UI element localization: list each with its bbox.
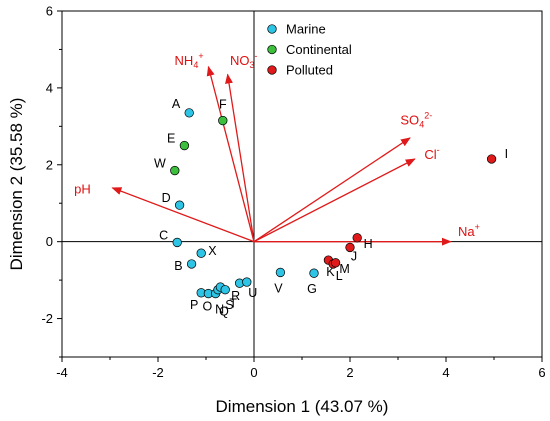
point-T — [220, 285, 230, 295]
vector-arrow — [206, 65, 255, 242]
legend-label: Polluted — [286, 63, 333, 78]
point-label-G: G — [307, 282, 317, 296]
x-tick-label: 6 — [538, 365, 545, 380]
point-label-S: S — [225, 298, 233, 312]
point-V — [275, 267, 286, 278]
point-label-Q: Q — [219, 305, 229, 319]
point-label-W: W — [154, 157, 166, 171]
vector-arrow — [225, 73, 255, 242]
x-tick-label: 4 — [442, 365, 449, 380]
point-H — [352, 233, 362, 243]
point-label-K: K — [326, 265, 335, 279]
point-C — [172, 237, 182, 248]
vector-arrow — [111, 187, 255, 243]
point-label-P: P — [190, 298, 198, 312]
point-label-O: O — [203, 300, 213, 314]
vector-label: NO3- — [230, 51, 258, 70]
vector-label: Na+ — [458, 222, 480, 239]
point-label-V: V — [274, 281, 283, 295]
point-A — [184, 108, 194, 118]
point-label-I: I — [505, 147, 508, 161]
point-label-D: D — [162, 191, 171, 205]
vector-label: NH4+ — [175, 51, 204, 70]
x-tick-label: -4 — [56, 365, 68, 380]
y-tick-label: -2 — [41, 311, 53, 326]
point-label-U: U — [248, 286, 257, 300]
y-tick-label: 4 — [46, 80, 53, 95]
legend: Marine Continental Polluted — [267, 22, 352, 78]
point-label-B: B — [174, 259, 182, 273]
x-axis-title: Dimension 1 (43.07 %) — [216, 397, 389, 416]
point-X — [196, 248, 206, 258]
x-tick-label: 0 — [250, 365, 257, 380]
point-F — [218, 115, 228, 126]
point-label-F: F — [219, 98, 227, 112]
loading-vectors: NH4+ NO3- SO42- Cl-pH Na+ — [74, 51, 480, 246]
y-tick-label: 2 — [46, 157, 53, 172]
vector-arrow — [253, 158, 416, 243]
legend-marker — [267, 44, 277, 55]
point-label-C: C — [159, 228, 168, 242]
point-W — [170, 165, 180, 176]
vector-label: Cl- — [424, 145, 439, 162]
point-label-T: T — [229, 297, 237, 311]
y-axis-title: Dimension 2 (35.58 %) — [7, 98, 26, 271]
point-M — [330, 258, 341, 268]
point-I — [486, 154, 497, 164]
point-label-E: E — [167, 132, 175, 146]
point-J — [345, 242, 355, 253]
point-label-L: L — [336, 269, 343, 283]
legend-marker — [267, 65, 277, 75]
axis-ticks: -4 -2 0 2 4 6 -2 0 2 4 6 — [41, 4, 545, 381]
point-label-X: X — [208, 244, 217, 258]
point-D — [174, 200, 185, 210]
x-tick-label: 2 — [346, 365, 353, 380]
point-B — [186, 259, 197, 269]
point-label-A: A — [172, 97, 181, 111]
y-tick-label: 0 — [46, 234, 53, 249]
point-G — [309, 268, 319, 278]
point-label-J: J — [351, 249, 357, 263]
point-U — [242, 277, 252, 287]
legend-label: Continental — [286, 42, 352, 57]
point-E — [179, 140, 190, 151]
point-label-M: M — [339, 262, 349, 276]
point-label-H: H — [364, 237, 373, 251]
y-tick-label: 6 — [46, 4, 53, 19]
vector-label: SO42- — [400, 110, 432, 129]
x-tick-label: -2 — [152, 365, 164, 380]
vector-label: pH — [74, 182, 91, 197]
vector-arrow — [253, 137, 411, 243]
point-label-N: N — [215, 303, 224, 317]
point-label-R: R — [231, 289, 240, 303]
legend-marker — [267, 24, 277, 34]
legend-label: Marine — [286, 22, 326, 37]
